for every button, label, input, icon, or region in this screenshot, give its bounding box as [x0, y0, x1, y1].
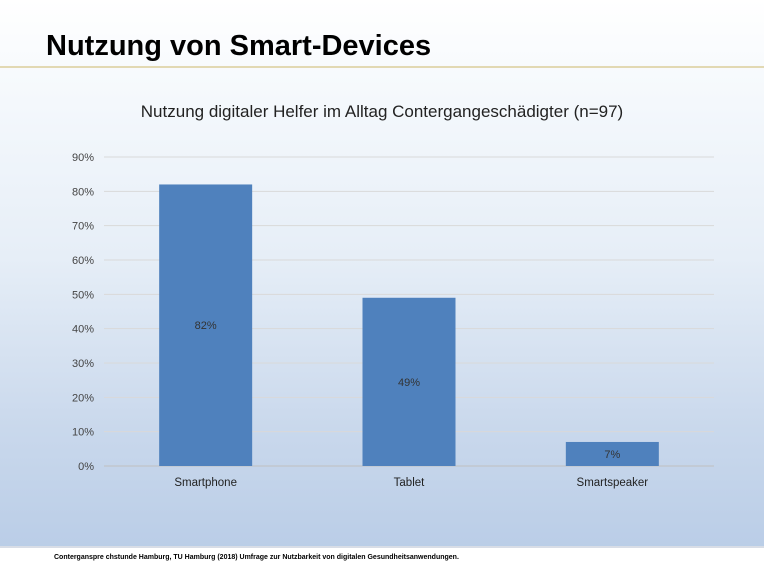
title-divider	[0, 66, 764, 68]
slide-title: Nutzung von Smart-Devices	[46, 30, 432, 62]
y-tick-label: 50%	[72, 289, 94, 301]
data-label: 7%	[604, 449, 620, 461]
y-tick-label: 20%	[72, 392, 94, 404]
y-tick-label: 40%	[72, 324, 94, 336]
source-footnote: Conterganspre chstunde Hamburg, TU Hambu…	[54, 554, 459, 561]
bar-chart: Nutzung digitaler Helfer im Alltag Conte…	[72, 102, 714, 489]
y-tick-label: 80%	[72, 186, 94, 198]
y-tick-label: 0%	[78, 461, 94, 473]
x-category-label: Smartspeaker	[577, 477, 649, 489]
y-tick-label: 30%	[72, 358, 94, 370]
footer-band: Conterganspre chstunde Hamburg, TU Hambu…	[0, 546, 764, 575]
y-tick-label: 70%	[72, 221, 94, 233]
y-tick-label: 90%	[72, 152, 94, 164]
data-label: 49%	[398, 377, 420, 389]
x-category-label: Smartphone	[174, 477, 237, 489]
data-label: 82%	[195, 320, 217, 332]
y-tick-label: 60%	[72, 255, 94, 267]
bar-smartphone	[159, 184, 253, 466]
x-category-label: Tablet	[394, 477, 425, 489]
bar-tablet	[362, 297, 456, 466]
y-tick-label: 10%	[72, 427, 94, 439]
bar-smartspeaker	[565, 441, 659, 466]
chart-title: Nutzung digitaler Helfer im Alltag Conte…	[141, 102, 623, 121]
